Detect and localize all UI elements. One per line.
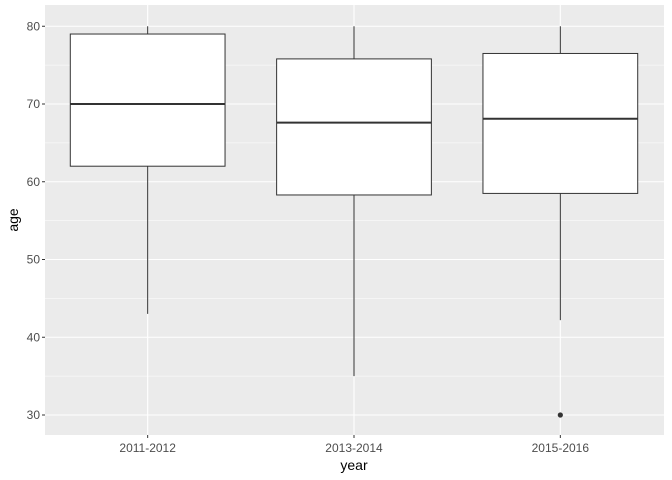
boxes xyxy=(69,26,639,418)
box-iqr xyxy=(69,33,226,167)
x-axis-title: year xyxy=(340,457,368,473)
x-tick-label: 2015-2016 xyxy=(532,441,590,455)
y-tick-label: 50 xyxy=(27,253,41,267)
box-2015-2016 xyxy=(482,26,639,418)
x-tick-label: 2013-2014 xyxy=(325,441,383,455)
y-tick-label: 30 xyxy=(27,408,41,422)
y-tick-label: 80 xyxy=(27,19,41,33)
y-tick-label: 60 xyxy=(27,175,41,189)
y-tick-label: 40 xyxy=(27,330,41,344)
x-tick-label: 2011-2012 xyxy=(119,441,176,455)
y-axis-title: age xyxy=(5,208,21,232)
y-tick-label: 70 xyxy=(27,97,41,111)
outlier-point xyxy=(557,412,563,418)
box-2013-2014 xyxy=(276,26,432,377)
x-axis: 2011-2012 2013-2014 2015-2016 xyxy=(119,435,589,455)
y-axis: 30 40 50 60 70 80 xyxy=(27,19,45,422)
box-iqr xyxy=(276,58,432,196)
box-2011-2012 xyxy=(69,26,226,314)
box-iqr xyxy=(482,52,639,194)
